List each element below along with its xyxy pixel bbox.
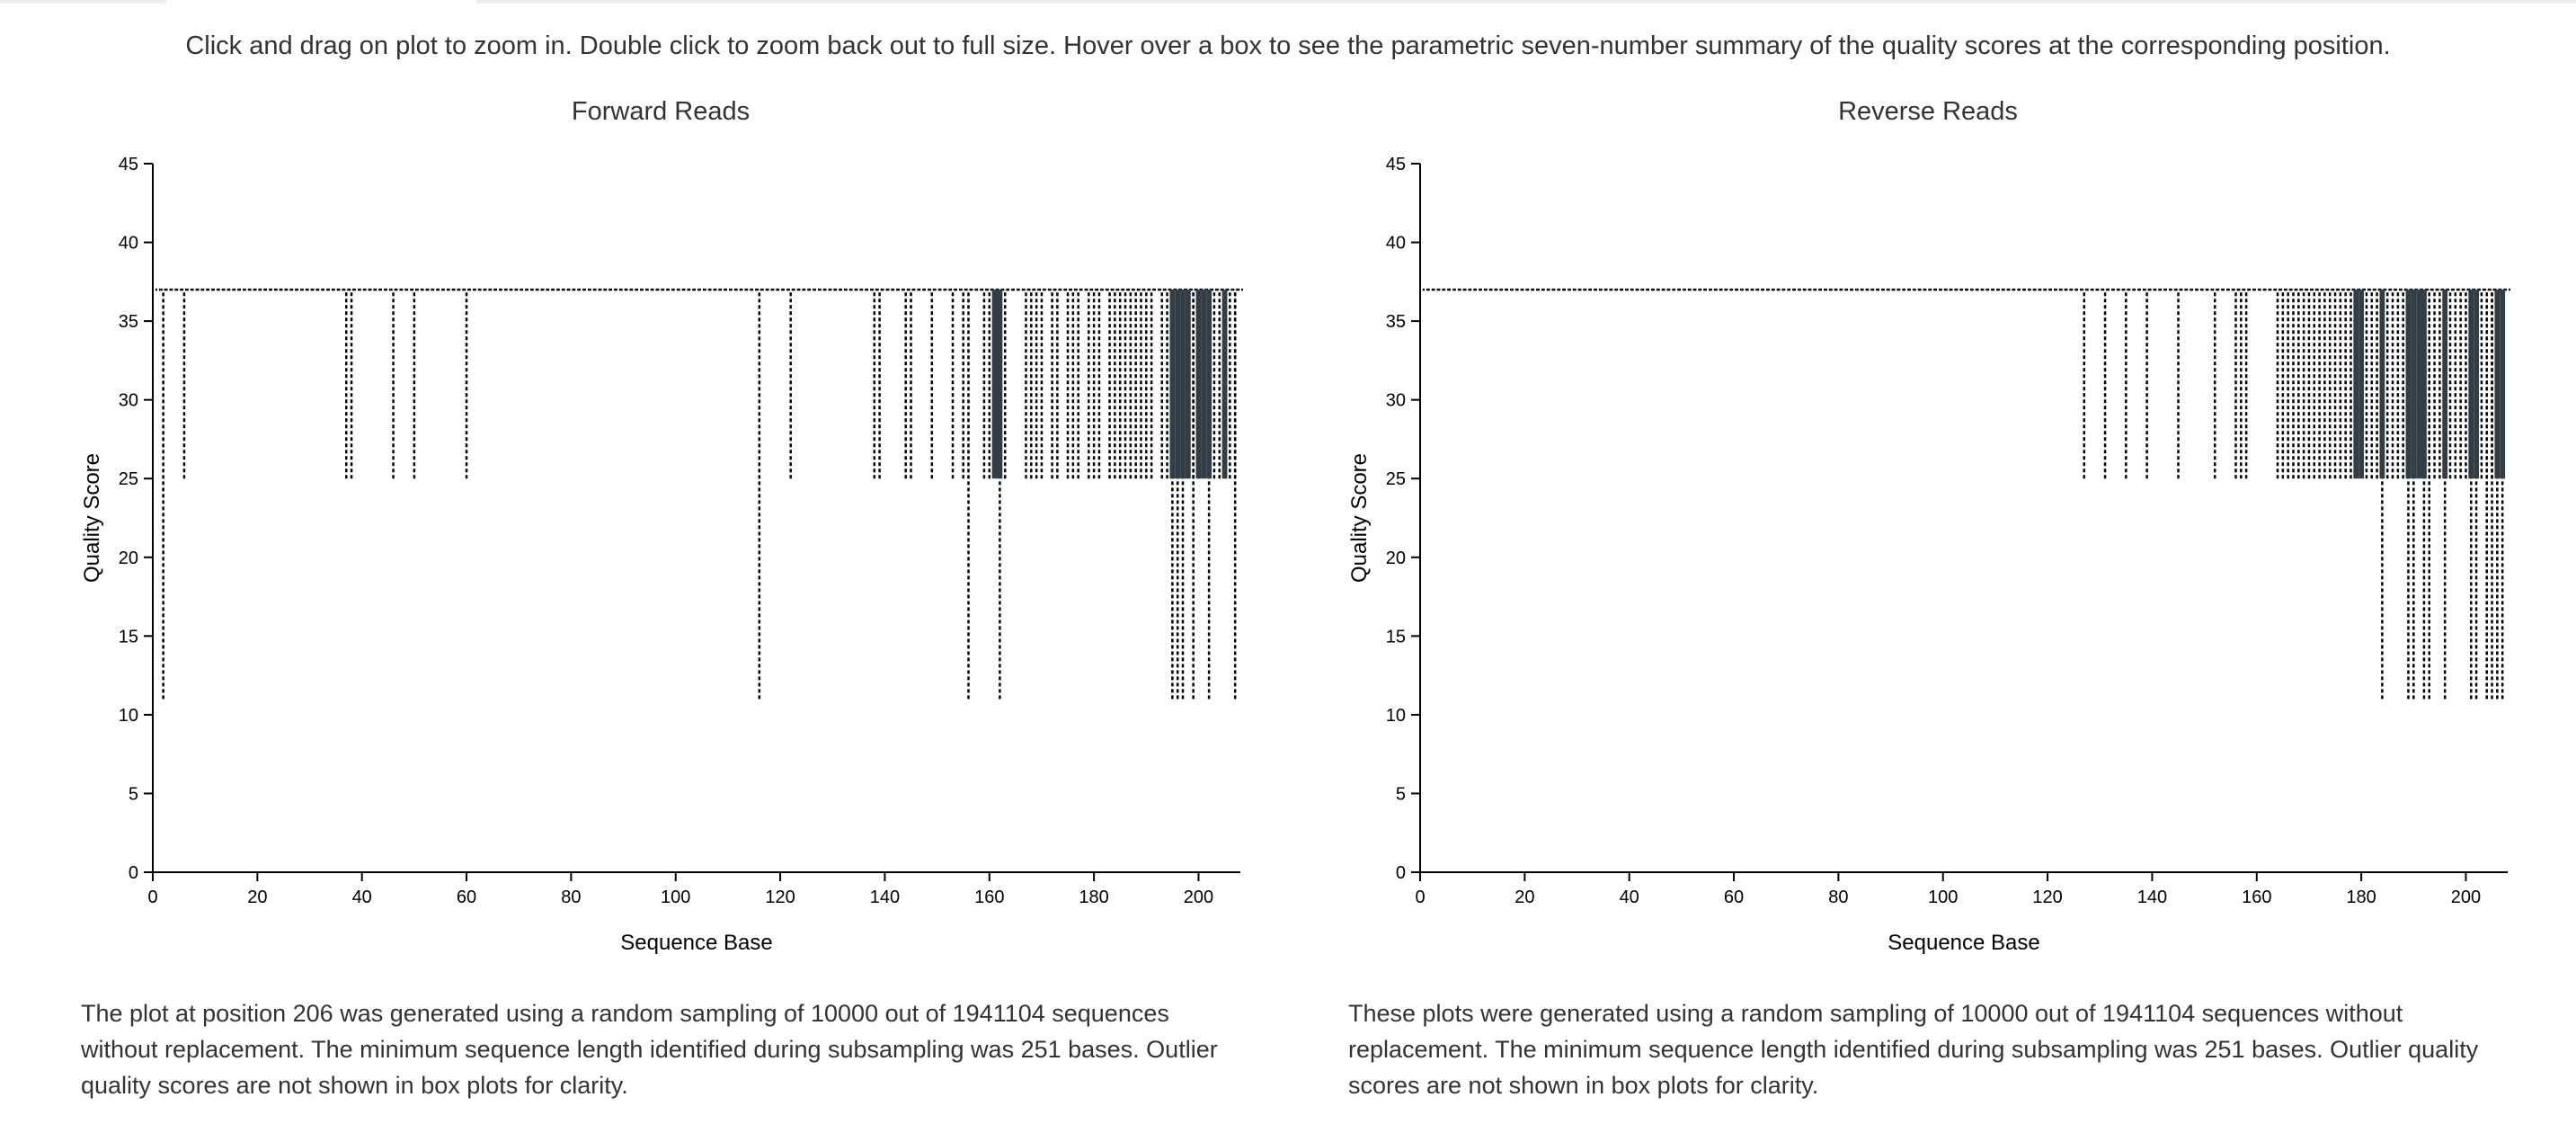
quality-box bbox=[2411, 290, 2417, 479]
y-tick-label: 15 bbox=[1386, 627, 1406, 647]
forward-reads-plot[interactable]: 0 5 10 15 20 25 30 35 40 45 0 20 40 60 80 100 120 140 160 1… bbox=[54, 144, 1330, 980]
quality-box bbox=[1206, 290, 1212, 479]
quality-box bbox=[1221, 290, 1228, 479]
quality-box bbox=[2379, 290, 2385, 479]
x-tick-label: 120 bbox=[2032, 888, 2062, 907]
x-tick-label: 40 bbox=[352, 888, 372, 907]
y-tick-label: 20 bbox=[1386, 549, 1406, 568]
quality-box bbox=[2416, 290, 2422, 479]
x-tick-label: 0 bbox=[1415, 888, 1425, 907]
x-tick-label: 200 bbox=[1184, 888, 1213, 907]
quality-box bbox=[1169, 290, 1176, 479]
y-tick-label: 45 bbox=[1386, 155, 1406, 174]
y-axis-label: Quality Score bbox=[1347, 453, 1372, 583]
x-tick-label: 100 bbox=[1928, 888, 1958, 907]
x-axis-label: Sequence Base bbox=[620, 931, 772, 955]
y-tick-label: 10 bbox=[119, 706, 138, 726]
y-tick-label: 10 bbox=[1386, 706, 1406, 726]
x-tick-label: 180 bbox=[1079, 888, 1108, 907]
top-divider bbox=[0, 0, 2576, 4]
quality-box bbox=[991, 290, 998, 479]
y-tick-label: 25 bbox=[1386, 469, 1406, 489]
quality-box bbox=[2353, 290, 2359, 479]
quality-box bbox=[1201, 290, 1207, 479]
reverse-reads-footnote: These plots were generated using a rando… bbox=[1348, 1000, 2479, 1099]
x-tick-label: 60 bbox=[457, 888, 476, 907]
y-tick-label: 35 bbox=[119, 312, 138, 332]
forward-reads-footnote: The plot at position 206 was generated u… bbox=[81, 1000, 1218, 1099]
y-tick-label: 45 bbox=[119, 155, 138, 174]
y-tick-label: 0 bbox=[129, 863, 138, 883]
chart-title: Reverse Reads bbox=[1838, 97, 2018, 126]
x-tick-label: 140 bbox=[2137, 888, 2167, 907]
forward-reads-panel: Forward Reads 0 5 10 15 20 25 30 35 40 45 0 20 40 60 8… bbox=[54, 90, 1330, 1124]
reverse-reads-panel: Reverse Reads 0 5 10 15 20 25 30 35 40 45 0 20 40 60 8… bbox=[1321, 90, 2576, 1124]
x-tick-label: 200 bbox=[2451, 888, 2481, 907]
y-tick-label: 25 bbox=[119, 469, 138, 489]
quality-box bbox=[2405, 290, 2412, 479]
x-tick-label: 20 bbox=[247, 888, 267, 907]
quality-box bbox=[2442, 290, 2448, 479]
x-tick-label: 80 bbox=[561, 888, 581, 907]
quality-box bbox=[2494, 290, 2500, 479]
x-tick-label: 100 bbox=[661, 888, 690, 907]
quality-box bbox=[2474, 290, 2480, 479]
x-axis-label: Sequence Base bbox=[1888, 931, 2039, 955]
y-tick-label: 15 bbox=[119, 627, 138, 647]
x-tick-label: 160 bbox=[974, 888, 1004, 907]
quality-box bbox=[1175, 290, 1181, 479]
quality-box bbox=[2500, 290, 2506, 479]
y-tick-label: 35 bbox=[1386, 312, 1406, 332]
x-tick-label: 180 bbox=[2346, 888, 2376, 907]
quality-box bbox=[1185, 290, 1191, 479]
y-tick-label: 30 bbox=[1386, 391, 1406, 411]
y-axis-label: Quality Score bbox=[80, 453, 104, 583]
instructions-text: Click and drag on plot to zoom in. Doubl… bbox=[185, 31, 2391, 60]
quality-box bbox=[2358, 290, 2365, 479]
x-tick-label: 80 bbox=[1828, 888, 1848, 907]
quality-box bbox=[2421, 290, 2427, 479]
y-tick-label: 40 bbox=[119, 234, 138, 254]
x-tick-label: 60 bbox=[1724, 888, 1744, 907]
quality-box bbox=[1180, 290, 1186, 479]
chart-title: Forward Reads bbox=[571, 97, 751, 126]
x-tick-label: 160 bbox=[2242, 888, 2271, 907]
y-tick-label: 40 bbox=[1386, 234, 1406, 254]
y-tick-label: 5 bbox=[1396, 784, 1406, 804]
quality-box bbox=[997, 290, 1003, 479]
quality-box bbox=[1195, 290, 1202, 479]
y-tick-label: 5 bbox=[129, 784, 138, 804]
y-tick-label: 30 bbox=[119, 391, 138, 411]
x-tick-label: 40 bbox=[1620, 888, 1639, 907]
x-tick-label: 120 bbox=[765, 888, 795, 907]
reverse-reads-plot[interactable]: 0 5 10 15 20 25 30 35 40 45 0 20 40 60 80 100 120 140 160 1… bbox=[1321, 144, 2576, 980]
x-tick-label: 0 bbox=[147, 888, 157, 907]
y-tick-label: 20 bbox=[119, 549, 138, 568]
y-tick-label: 0 bbox=[1396, 863, 1406, 883]
x-tick-label: 140 bbox=[870, 888, 900, 907]
x-tick-label: 20 bbox=[1515, 888, 1534, 907]
quality-box bbox=[2468, 290, 2474, 479]
